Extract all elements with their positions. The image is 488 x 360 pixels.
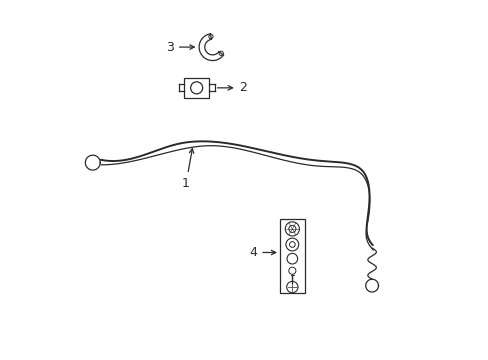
Text: 4: 4 [249,246,275,259]
Text: 3: 3 [166,41,194,54]
Text: 2: 2 [217,81,247,94]
Bar [183,78,209,98]
Text: 1: 1 [182,149,193,190]
Bar [279,219,304,293]
